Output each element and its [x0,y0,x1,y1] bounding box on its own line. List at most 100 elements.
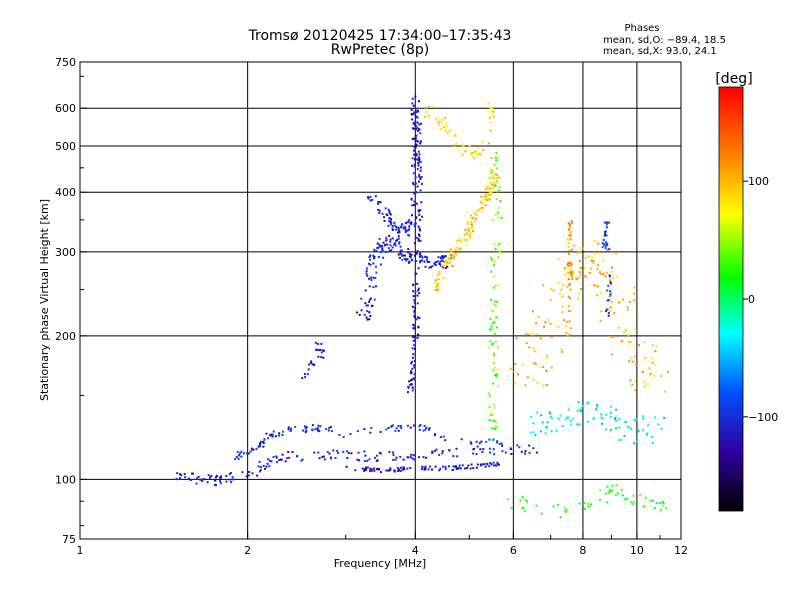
data-point [398,256,401,259]
data-point [317,355,320,358]
data-point [552,505,555,508]
data-point [525,342,528,345]
data-point [549,322,552,325]
data-point [418,292,421,295]
data-point [375,285,377,288]
data-point [370,427,373,430]
data-point [431,468,433,471]
data-point [486,188,489,190]
data-point [602,260,605,263]
data-point [259,466,262,469]
data-point [225,475,228,477]
data-point [200,478,203,481]
data-point [495,305,498,308]
data-point [510,506,513,509]
data-point [496,461,499,464]
data-point [609,290,612,293]
data-point [496,368,499,371]
data-point [471,226,474,228]
data-point [485,196,487,199]
data-point [481,206,484,209]
data-point [389,244,392,247]
data-point [452,468,455,471]
data-point [409,467,412,469]
data-point [494,248,497,251]
data-point [369,431,372,434]
data-point [606,501,609,504]
data-point [569,238,572,241]
data-point [550,430,553,433]
data-point [418,233,420,236]
data-point [559,414,562,417]
data-point [599,320,602,323]
data-point [413,314,416,317]
data-point [473,212,476,215]
data-point [627,426,629,428]
data-point [634,329,637,331]
data-point [434,263,437,266]
data-point [397,237,400,240]
data-point [231,476,234,478]
data-point [416,121,419,124]
data-point [321,456,324,459]
data-point [417,326,420,329]
data-point [501,444,504,447]
data-point [366,459,369,462]
data-point [392,453,395,456]
data-point [571,277,574,280]
data-point [404,226,407,229]
data-point [595,408,598,411]
data-point [468,145,471,148]
data-point [486,110,489,113]
data-point [645,432,648,435]
data-point [561,350,564,353]
data-point [530,416,532,419]
data-point [410,383,413,386]
data-point [489,107,492,110]
data-point [416,336,419,339]
data-point [565,325,568,327]
data-point [604,221,607,224]
data-point [363,469,366,472]
data-point [603,234,606,237]
data-point [420,201,423,204]
data-point [397,425,400,427]
data-point [414,259,417,262]
data-point [497,385,500,388]
data-point [252,448,255,451]
data-point [600,292,603,294]
data-point [327,429,330,432]
data-point [366,466,369,469]
phases-o-line: mean, sd,O: −89.4, 18.5 [603,35,726,46]
data-point [592,418,595,421]
data-point [457,149,460,152]
data-point [576,409,579,412]
data-point [256,474,259,477]
data-point [215,476,217,479]
data-point [414,338,417,341]
data-point [609,279,612,282]
data-point [410,258,413,261]
data-point [271,433,274,436]
data-point [630,357,633,359]
data-point [604,241,607,244]
data-point [251,447,253,450]
data-point [412,181,414,184]
data-point [413,111,416,114]
data-point [578,502,581,505]
data-point [342,436,345,438]
data-point [471,227,474,230]
data-point [484,193,487,196]
data-point [483,463,486,465]
data-point [492,382,494,385]
data-point [310,360,313,363]
data-point [281,453,284,456]
data-point [234,458,237,461]
data-point [438,270,441,273]
data-point [567,295,570,298]
data-point [412,172,415,175]
data-point [496,181,499,184]
data-point [469,235,471,238]
data-point [526,376,529,379]
data-point [265,432,268,435]
